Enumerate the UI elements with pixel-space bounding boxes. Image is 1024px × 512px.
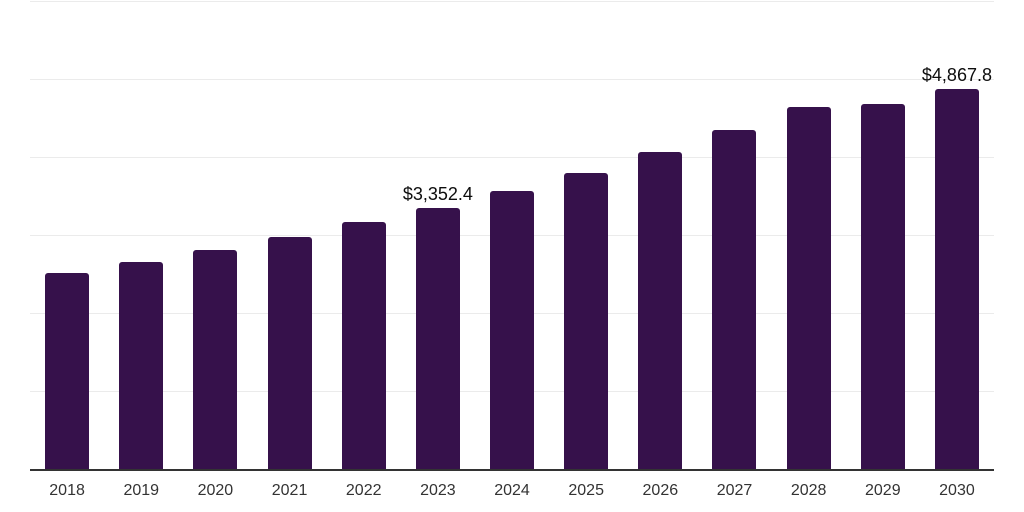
x-tick-label-2028: 2028 xyxy=(790,482,827,499)
x-tick-label-2027: 2027 xyxy=(716,482,753,499)
bar-2021 xyxy=(267,236,312,469)
bar-slot-2021 xyxy=(252,1,326,469)
x-tick-label-2022: 2022 xyxy=(345,482,382,499)
bar-slot-2028 xyxy=(772,1,846,469)
bar-slot-2027 xyxy=(697,1,771,469)
bar-2025 xyxy=(564,172,609,469)
gridline-4000 xyxy=(30,157,994,159)
gridline-6000 xyxy=(30,1,994,2)
x-tick-label-2024: 2024 xyxy=(494,482,530,499)
bars-row: $3,352.4 $4,867.8 xyxy=(30,1,994,469)
x-axis-labels: 2018 2019 2020 2021 2022 2023 2024 2025 2026 2027… xyxy=(30,481,994,501)
bar-2027 xyxy=(712,130,757,469)
bar-2026 xyxy=(638,152,683,469)
bar-slot-2026 xyxy=(623,1,697,469)
x-tick-label-2020: 2020 xyxy=(197,482,234,499)
bar-2020 xyxy=(193,250,238,469)
bar-slot-2018 xyxy=(30,1,104,469)
bar-2019 xyxy=(119,261,164,469)
x-tick-label-2026: 2026 xyxy=(642,482,679,499)
bar-slot-2023: $3,352.4 xyxy=(401,1,475,469)
bar-slot-2020 xyxy=(178,1,252,469)
bar-slot-2019 xyxy=(104,1,178,469)
bar-slot-2029 xyxy=(846,1,920,469)
plot-area: $3,352.4 $4,867.8 xyxy=(30,1,994,471)
bar-slot-2022 xyxy=(327,1,401,469)
x-tick-label-2029: 2029 xyxy=(865,482,901,499)
bar-2030 xyxy=(934,89,979,469)
bar-slot-2025 xyxy=(549,1,623,469)
bar-slot-2030: $4,867.8 xyxy=(920,1,994,469)
bar-2018 xyxy=(45,272,90,469)
x-tick-label-2030: 2030 xyxy=(939,482,975,499)
bar-2022 xyxy=(341,221,386,469)
x-tick-label-2021: 2021 xyxy=(271,482,308,499)
value-label-2023: $3,352.4 xyxy=(402,183,473,204)
bar-2029 xyxy=(860,103,905,469)
bar-slot-2024 xyxy=(475,1,549,469)
bar-2028 xyxy=(786,107,831,469)
bar-2023 xyxy=(415,207,460,469)
gridline-5000 xyxy=(30,79,994,80)
bar-2024 xyxy=(490,190,535,469)
x-tick-label-2018: 2018 xyxy=(49,482,85,499)
value-label-2030: $4,867.8 xyxy=(921,65,992,86)
x-tick-label-2023: 2023 xyxy=(420,482,456,499)
x-tick-label-2019: 2019 xyxy=(123,482,160,499)
x-tick-label-2025: 2025 xyxy=(568,482,604,499)
